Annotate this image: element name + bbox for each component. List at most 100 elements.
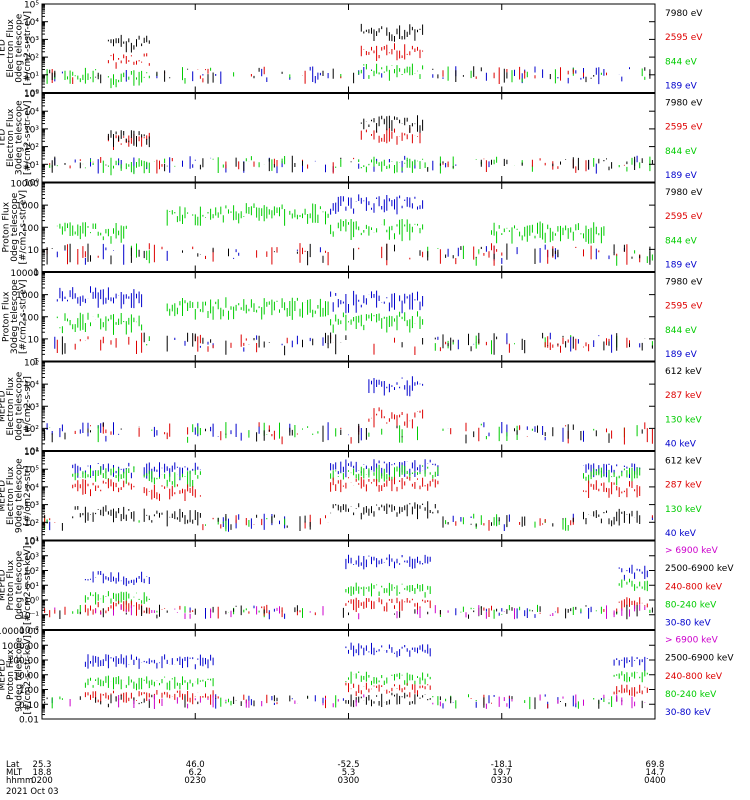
y-tick-label: 10000: [10, 269, 39, 279]
legend-entry: 844 eV: [665, 147, 698, 157]
y-tick-label: 10¹: [24, 447, 39, 457]
y-label-line: [#/cm2-s-str]: [23, 466, 33, 526]
y-label-line: [#/cm2-s-str-keV]: [23, 546, 33, 625]
x-tick-label: 6.2: [188, 768, 202, 778]
y-label-line: Electron Flux: [6, 18, 16, 77]
y-label-line: MEPED: [0, 390, 7, 422]
legend-entry: 7980 eV: [665, 278, 703, 288]
legend-entry: 287 keV: [665, 481, 702, 491]
x-tick-label: 0200: [31, 776, 53, 786]
y-tick-label: 10⁻²: [19, 626, 39, 636]
series-line: [49, 127, 625, 174]
series-line: [51, 43, 607, 84]
y-tick-label: 10000.00: [0, 627, 39, 637]
x-tick-label: 5.3: [342, 768, 356, 778]
x-tick-label: -18.1: [491, 760, 513, 770]
series-line: [44, 597, 648, 619]
legend-entry: 2595 eV: [665, 33, 703, 43]
series-line: [54, 286, 641, 353]
legend-entry: 7980 eV: [665, 9, 703, 19]
series-line: [42, 297, 653, 355]
series-line: [69, 694, 646, 709]
series-traces: [49, 115, 653, 176]
x-tick-label: 19.7: [492, 768, 511, 778]
y-tick-label: 10⁵: [24, 359, 39, 369]
series-line: [46, 376, 584, 442]
y-tick-label: 10⁵: [24, 90, 39, 100]
series-line: [64, 578, 651, 619]
series-line: [44, 692, 643, 710]
x-tick-label: 18.8: [33, 768, 52, 778]
x-tick-label: 0300: [338, 776, 360, 786]
series-line: [42, 682, 648, 709]
y-axis-label: MEPEDProton Flux90deg telescope[#/cm2-s-…: [0, 635, 33, 714]
y-label-line: TED: [0, 129, 7, 148]
plot-frame: [41, 182, 656, 272]
y-label-line: 90deg telescope: [14, 637, 24, 712]
series-line: [49, 23, 651, 84]
plot-frame: [41, 540, 656, 630]
y-tick-label: 10²: [24, 54, 39, 64]
series-line: [42, 604, 646, 620]
y-tick-label: 10²: [24, 519, 39, 529]
y-tick-label: 10000: [10, 180, 39, 190]
series-line: [84, 554, 648, 620]
x-tick-label: 0230: [184, 776, 206, 786]
y-label-line: Proton Flux: [6, 649, 16, 700]
y-tick-label: 10³: [24, 552, 39, 562]
y-tick-label: 10¹: [24, 537, 39, 547]
plot-frame: [41, 272, 656, 362]
y-axis-label: Proton Flux30deg telescope[#/cm2-s-str-e…: [2, 279, 29, 354]
panel-5: 10¹ 10² 10³ 10⁴ 10⁵ MEPEDElectron Flux0deg te…: [0, 359, 702, 458]
legend-entry: 30-80 keV: [665, 619, 711, 629]
x-row-label: Lat: [6, 760, 20, 770]
legend-entry: 2500-6900 keV: [665, 654, 734, 664]
legend-entry: 287 keV: [665, 391, 702, 401]
series-line: [51, 670, 648, 710]
y-tick-label: 100: [22, 313, 39, 323]
y-tick-label: 1000.00: [2, 642, 39, 652]
y-label-line: 30deg telescope: [10, 279, 20, 354]
legend-entry: 2595 eV: [665, 302, 703, 312]
series-traces: [42, 642, 648, 710]
y-label-line: MEPED: [0, 480, 7, 512]
y-tick-label: 10: [28, 246, 40, 256]
y-tick-label: 10¹: [24, 161, 39, 171]
series-line: [49, 156, 651, 176]
y-label-line: 0deg telescope: [14, 550, 24, 620]
y-label-line: 0deg telescope: [10, 192, 20, 262]
y-tick-label: 10⁰: [24, 89, 39, 99]
legend-entry: 189 eV: [665, 261, 698, 271]
legend-entry: 2500-6900 keV: [665, 564, 734, 574]
y-tick-label: 100: [22, 224, 39, 234]
x-tick-label: 14.7: [646, 768, 665, 778]
y-label-line: Proton Flux: [6, 559, 16, 610]
y-tick-label: 10¹: [24, 71, 39, 81]
legend-entry: > 6900 keV: [665, 636, 719, 646]
y-tick-label: 10⁴: [24, 483, 39, 493]
series-line: [46, 459, 653, 532]
y-tick-label: 10⁴: [24, 18, 39, 28]
legend-entry: 844 eV: [665, 57, 698, 67]
series-traces: [42, 554, 653, 620]
legend-entry: 844 eV: [665, 236, 698, 246]
series-line: [51, 642, 648, 709]
y-tick-label: 1000: [16, 202, 39, 212]
y-tick-label: 1000: [16, 291, 39, 301]
y-tick-label: 10⁴: [24, 538, 39, 548]
x-tick-label: 46.0: [186, 760, 205, 770]
y-tick-label: 10³: [24, 36, 39, 46]
legend-entry: 189 eV: [665, 171, 698, 181]
y-label-line: [#/cm2-s-str]: [23, 376, 33, 436]
legend-entry: 240-800 keV: [665, 582, 723, 592]
legend-entry: 2595 eV: [665, 123, 703, 133]
y-tick-label: 1: [33, 358, 39, 368]
y-tick-label: 0.10: [19, 701, 39, 711]
series-line: [46, 243, 641, 266]
series-traces: [42, 376, 653, 445]
series-line: [44, 501, 641, 531]
legend-entry: 189 eV: [665, 82, 698, 92]
